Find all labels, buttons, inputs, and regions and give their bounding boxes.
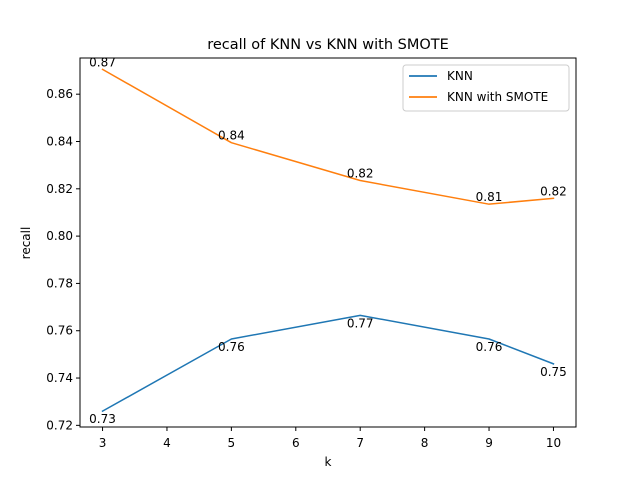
y-axis: 0.72 0.74 0.76 0.78 0.80 0.82 0.84 0.86 (46, 87, 80, 432)
x-tick-label: 4 (163, 436, 171, 450)
x-tick-label: 5 (228, 436, 236, 450)
plot-frame (79, 57, 577, 428)
x-tick-label: 8 (421, 436, 429, 450)
y-tick-label: 0.78 (46, 276, 73, 290)
x-tick-label: 7 (356, 436, 364, 450)
data-label-knn-with-smote: 0.84 (218, 129, 245, 143)
x-tick-label: 3 (99, 436, 107, 450)
series-line-knn (101, 314, 555, 413)
data-label-knn: 0.77 (347, 316, 374, 330)
y-tick-label: 0.82 (46, 182, 73, 196)
legend-box (402, 64, 570, 112)
legend: KNN KNN with SMOTE (402, 64, 570, 112)
series-line-knn-with-smote (101, 68, 555, 205)
data-label-knn-with-smote: 0.82 (540, 184, 567, 198)
y-tick-label: 0.86 (46, 87, 73, 101)
data-label-knn: 0.76 (218, 340, 245, 354)
data-label-knn-with-smote: 0.81 (476, 190, 503, 204)
data-label-layer: 0.73 0.76 0.77 0.76 0.75 0.87 0.84 0.82 0.81 0.82 (89, 55, 567, 426)
x-axis: 3 4 5 6 7 8 9 10 (99, 427, 561, 450)
y-tick-label: 0.80 (46, 229, 73, 243)
series-layer (101, 68, 555, 413)
plot-area: 3 4 5 6 7 8 9 10 0.720.740.760.780.800.820.840.… (46, 55, 577, 450)
chart-title: recall of KNN vs KNN with SMOTE (207, 37, 449, 53)
legend-label-knn-with-smote: KNN with SMOTE (447, 90, 548, 104)
y-axis-label: recall (19, 227, 33, 260)
y-tick-label: 0.76 (46, 324, 73, 338)
data-label-knn: 0.73 (89, 412, 116, 426)
x-axis-label: k (325, 455, 332, 469)
data-label-knn: 0.75 (540, 365, 567, 379)
x-tick-label: 9 (485, 436, 493, 450)
data-label-knn-with-smote: 0.82 (347, 167, 374, 181)
y-tick-label: 0.84 (46, 134, 73, 148)
x-tick-label: 6 (292, 436, 300, 450)
x-tick-label: 10 (546, 436, 561, 450)
data-label-knn: 0.76 (476, 340, 503, 354)
legend-label-knn: KNN (447, 69, 473, 83)
data-label-knn-with-smote: 0.87 (89, 55, 116, 69)
y-tick-label: 0.74 (46, 371, 73, 385)
y-tick-label: 0.72 (46, 418, 73, 432)
